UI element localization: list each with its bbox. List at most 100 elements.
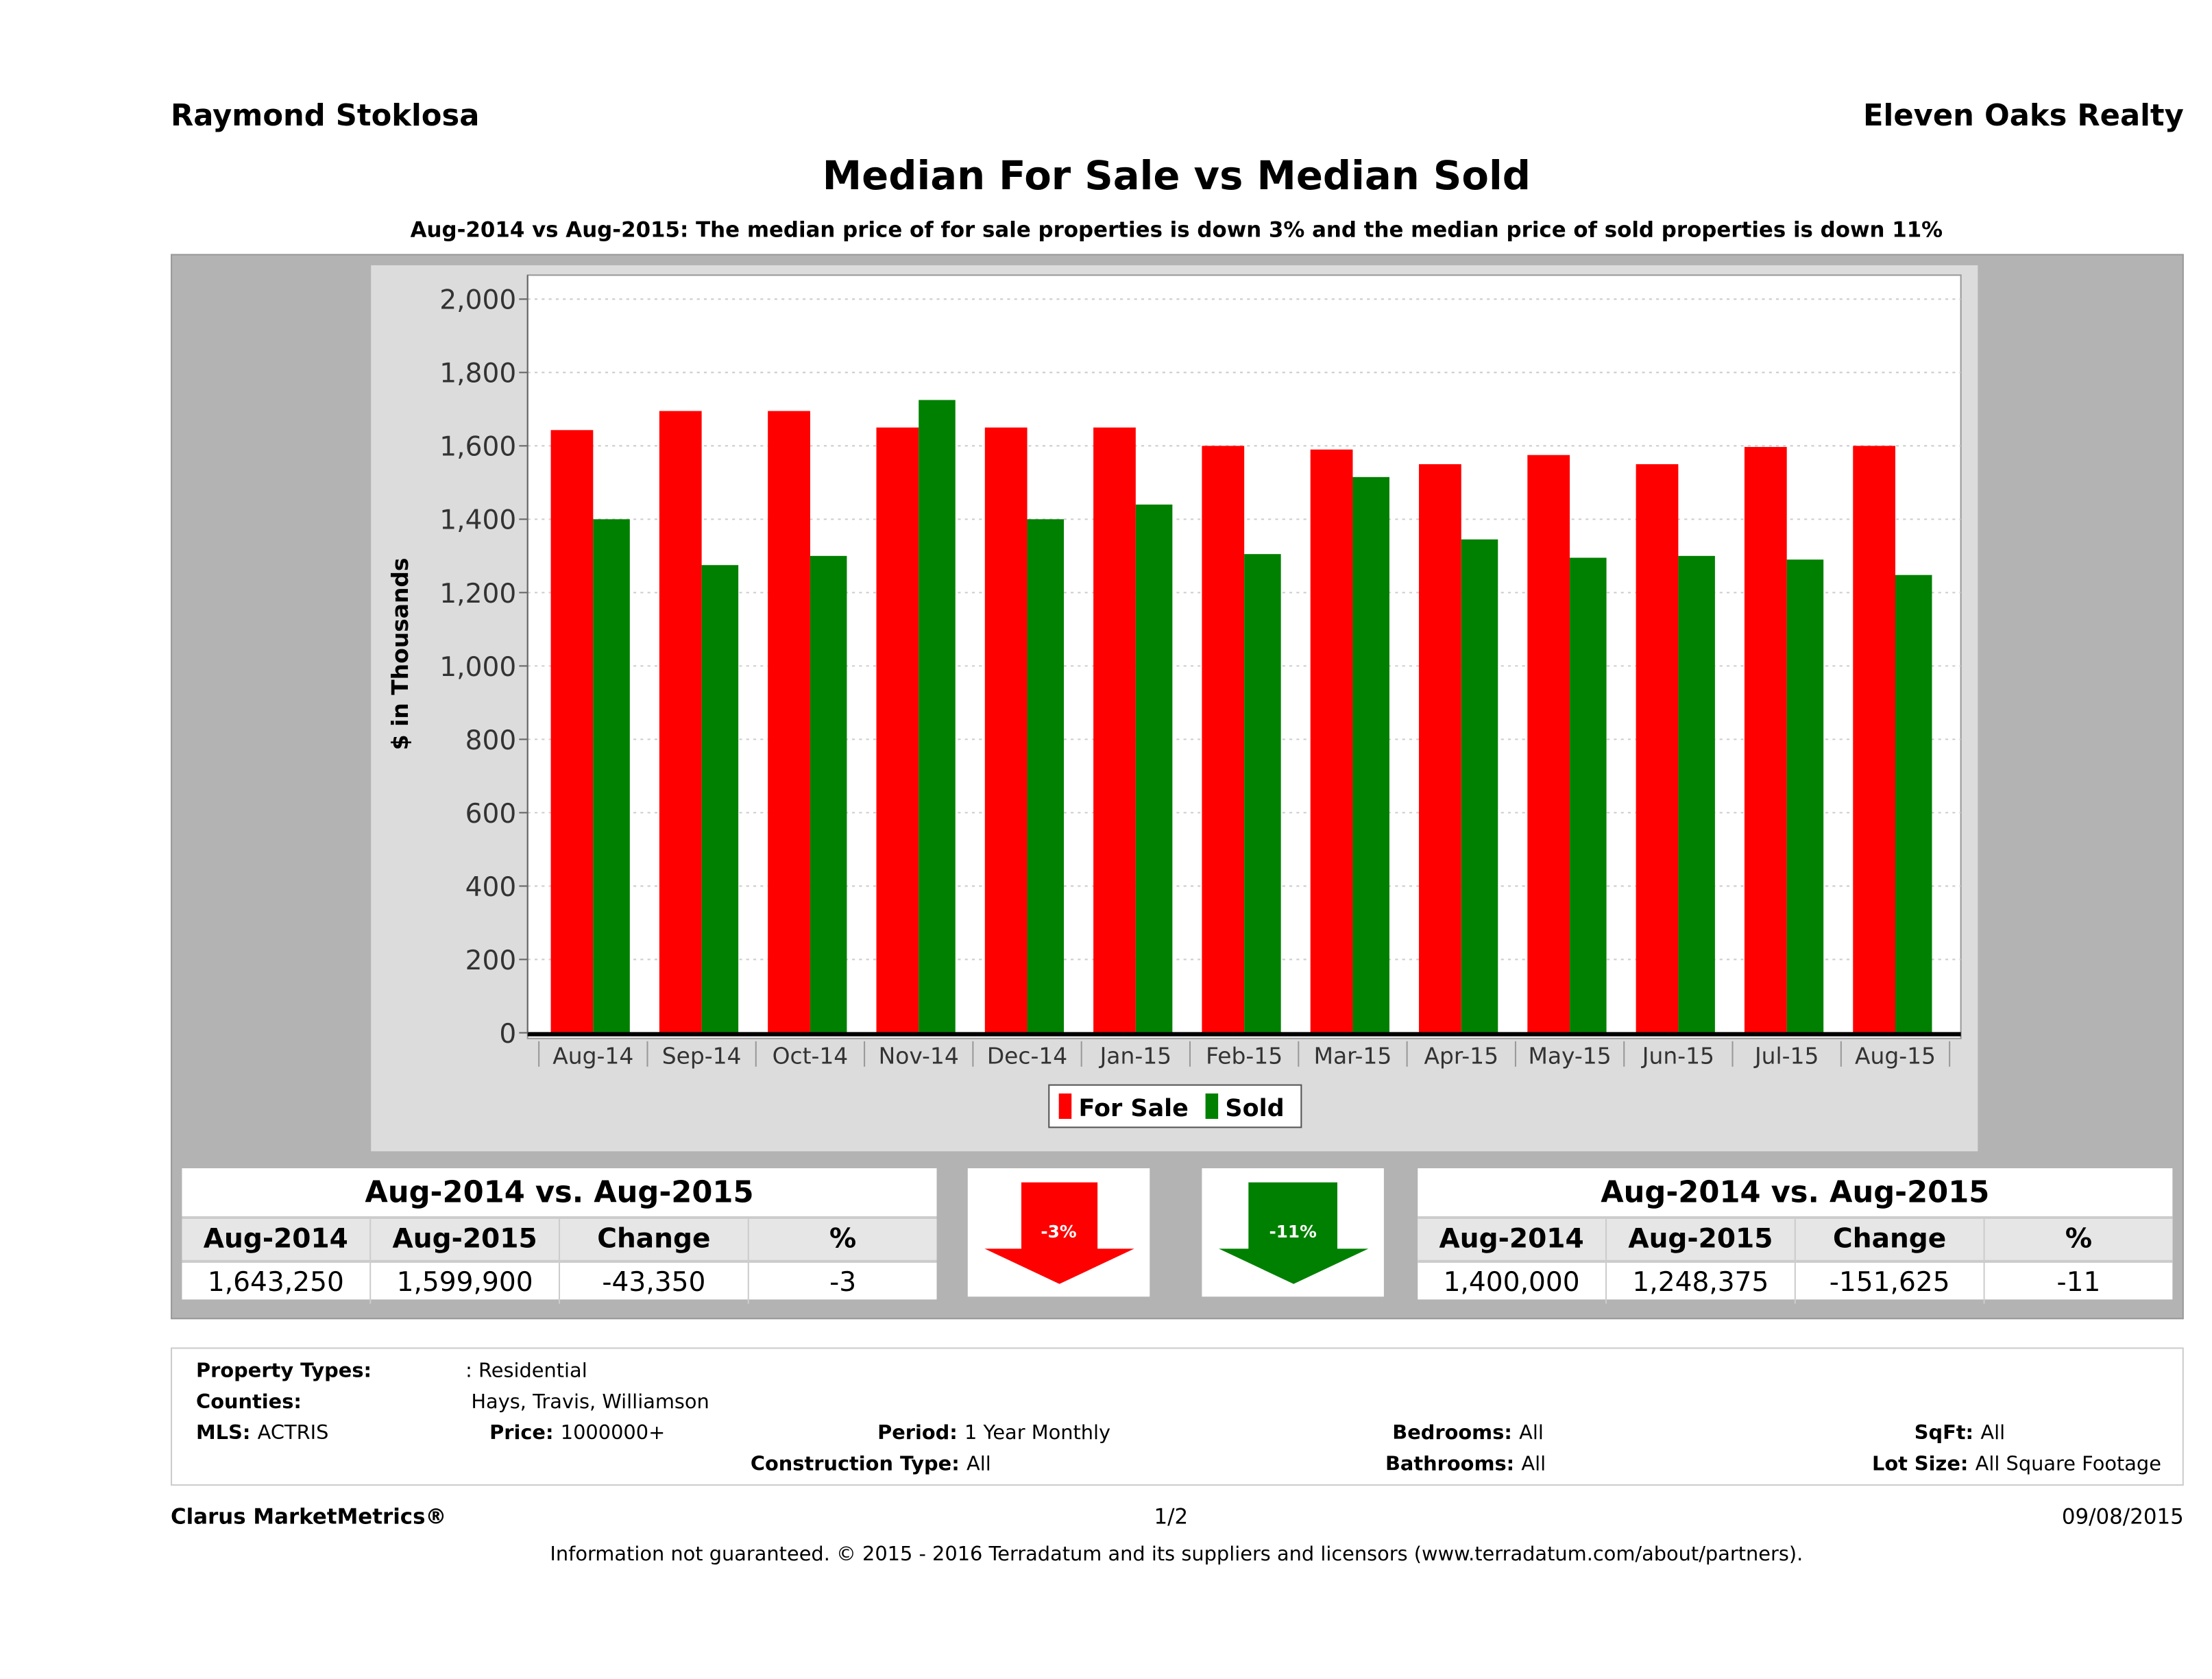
sold-bar <box>810 555 847 1033</box>
construction-type-value: All <box>967 1453 991 1476</box>
table-cell: 1,643,250 <box>182 1262 372 1304</box>
for-sale-bar <box>1093 427 1136 1033</box>
bathrooms-field: Bathrooms: All <box>1385 1453 1546 1476</box>
table-cell: 1,599,900 <box>371 1262 561 1304</box>
y-axis-label: $ in Thousands <box>387 557 413 750</box>
bedrooms-value: All <box>1519 1422 1544 1445</box>
bedrooms-field: Bedrooms: All <box>1392 1422 1544 1445</box>
construction-type-field: Construction Type: All <box>751 1453 991 1476</box>
y-tick-label: 1,200 <box>439 579 516 609</box>
mls-value: ACTRIS <box>257 1422 329 1445</box>
agent-name: Raymond Stoklosa <box>171 99 480 133</box>
for-sale-bar <box>1310 449 1353 1033</box>
price-field: Price: 1000000+ <box>489 1422 665 1445</box>
sold-bar <box>1244 554 1281 1033</box>
column-header: % <box>2065 1223 2093 1255</box>
sold-bar <box>1570 557 1607 1033</box>
bathrooms-value: All <box>1521 1453 1546 1476</box>
x-tick-label: Nov-14 <box>879 1043 959 1070</box>
bar-chart: 0 200 400 600 800 1,000 1,200 1,400 1,600 1,800 2,… <box>387 274 1962 1128</box>
table-cell: 1,400,000 <box>1418 1262 1607 1304</box>
sold-bar <box>1135 504 1173 1033</box>
y-tick-label: 1,000 <box>439 652 516 683</box>
legend-swatch-for-sale <box>1058 1093 1072 1119</box>
x-tick-label: Aug-14 <box>552 1043 633 1070</box>
sold-bar <box>919 400 956 1033</box>
for-sale-comparison-table: Aug-2014 vs. Aug-2015 Aug-2014 Aug-2015 … <box>182 1168 937 1304</box>
sold-bar <box>1895 575 1932 1033</box>
y-tick-label: 400 <box>465 872 517 903</box>
for-sale-bar <box>550 430 594 1033</box>
legend-label: Sold <box>1225 1095 1284 1122</box>
sold-bar <box>1461 539 1498 1033</box>
x-tick-label: Feb-15 <box>1206 1043 1283 1070</box>
x-tick-label: Jul-15 <box>1753 1043 1819 1070</box>
counties-value: Hays, Travis, Williamson <box>471 1391 709 1414</box>
x-tick-label: Mar-15 <box>1314 1043 1392 1070</box>
legend-box <box>1048 1084 1302 1128</box>
for-sale-change-label: -3% <box>1041 1222 1077 1242</box>
column-header: Aug-2015 <box>1607 1219 1796 1260</box>
for-sale-bar <box>1744 446 1787 1033</box>
brand-name: Clarus MarketMetrics® <box>171 1503 447 1530</box>
mls-label: MLS: <box>196 1422 251 1445</box>
x-tick-label: Oct-14 <box>773 1043 849 1070</box>
for-sale-bar <box>768 411 810 1033</box>
report-subtitle: Aug-2014 vs Aug-2015: The median price o… <box>410 217 1943 243</box>
table-cell: -3 <box>829 1267 857 1298</box>
for-sale-bar <box>659 411 702 1033</box>
price-value: 1000000+ <box>560 1422 666 1445</box>
x-tick-label: Jan-15 <box>1099 1043 1171 1070</box>
down-arrow-green-icon <box>1219 1182 1369 1284</box>
column-header: Change <box>560 1219 749 1260</box>
y-tick-label: 200 <box>465 945 517 976</box>
sold-bar <box>1786 559 1824 1033</box>
for-sale-bar <box>1636 464 1679 1033</box>
counties-label: Counties: <box>196 1391 302 1414</box>
period-label: Period: <box>877 1422 958 1445</box>
for-sale-bar <box>1202 446 1245 1033</box>
column-header: Aug-2014 <box>182 1219 372 1260</box>
table-cell: 1,248,375 <box>1607 1262 1796 1304</box>
criteria-box: Property Types: : Residential Counties: … <box>171 1347 2184 1486</box>
x-tick-label: May-15 <box>1528 1043 1611 1070</box>
column-header: % <box>829 1223 857 1255</box>
disclaimer: Information not guaranteed. © 2015 - 201… <box>550 1543 1803 1567</box>
sold-bar <box>701 565 739 1033</box>
column-header: Change <box>1796 1219 1985 1260</box>
x-tick-label: Apr-15 <box>1424 1043 1498 1070</box>
y-tick-label: 2,000 <box>439 285 516 316</box>
sold-bar <box>593 519 630 1033</box>
x-tick-label: Dec-14 <box>987 1043 1067 1070</box>
sqft-field: SqFt: All <box>1915 1422 2005 1445</box>
bedrooms-label: Bedrooms: <box>1392 1422 1512 1445</box>
table-title: Aug-2014 vs. Aug-2015 <box>1418 1168 2173 1220</box>
property-types-label: Property Types: <box>196 1360 372 1383</box>
for-sale-change-indicator: -3% <box>967 1168 1150 1297</box>
x-tick-label: Aug-15 <box>1855 1043 1936 1070</box>
for-sale-bar <box>1853 446 1896 1033</box>
sold-bar <box>1027 519 1065 1033</box>
sold-change-label: -11% <box>1269 1222 1317 1242</box>
column-header: Aug-2014 <box>1418 1219 1607 1260</box>
sold-bar <box>1352 476 1389 1033</box>
x-tick-label: Sep-14 <box>662 1043 742 1070</box>
lot-size-field: Lot Size: All Square Footage <box>1872 1453 2161 1476</box>
table-cell: -151,625 <box>1796 1262 1985 1304</box>
for-sale-bar <box>984 427 1028 1033</box>
period-value: 1 Year Monthly <box>964 1422 1111 1445</box>
sqft-value: All <box>1980 1422 2006 1445</box>
table-cell: -43,350 <box>560 1262 749 1304</box>
for-sale-bar <box>876 427 919 1033</box>
sold-comparison-table: Aug-2014 vs. Aug-2015 Aug-2014 Aug-2015 … <box>1418 1168 2173 1304</box>
lot-size-value: All Square Footage <box>1975 1453 2161 1476</box>
construction-type-label: Construction Type: <box>750 1453 960 1476</box>
table-cell: -11 <box>2056 1267 2101 1298</box>
report-date: 09/08/2015 <box>2061 1503 2184 1530</box>
property-types-value: : Residential <box>465 1360 587 1383</box>
legend-swatch-sold <box>1205 1093 1219 1119</box>
down-arrow-red-icon <box>984 1182 1134 1284</box>
sqft-label: SqFt: <box>1914 1422 1974 1445</box>
y-tick-label: 800 <box>465 725 517 756</box>
